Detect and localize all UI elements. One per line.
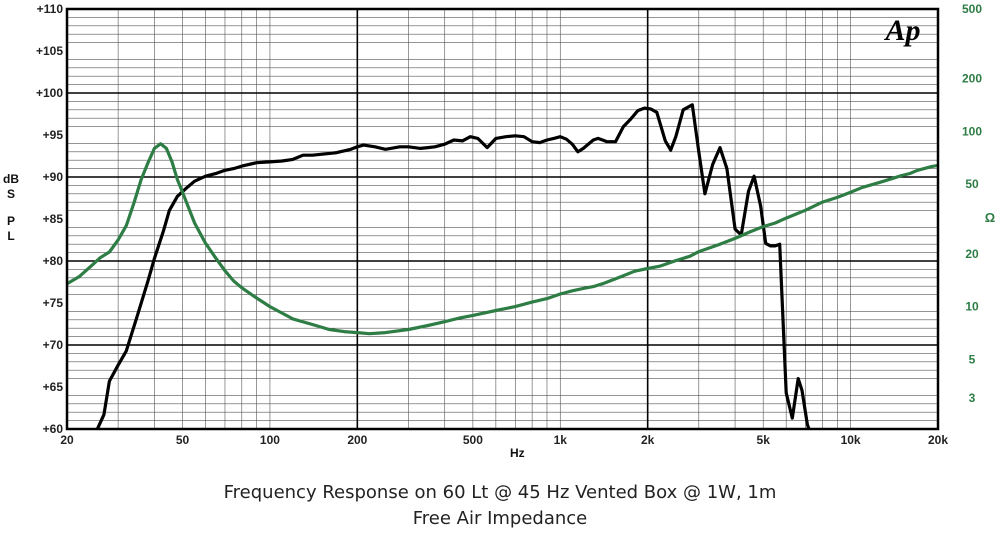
y-left-tick-label: +80 (43, 254, 64, 268)
y-left-tick-label: +95 (43, 128, 64, 142)
y-right-axis-label: Ω (985, 210, 995, 225)
chart-subtitle: Free Air Impedance (412, 508, 588, 529)
y-right-tick-label: 200 (962, 72, 982, 86)
tick-labels: +110 +105 +100 +95 +90 +85 +80 +75 +70 +65 +60 500 2… (36, 2, 982, 447)
y-left-tick-label: +75 (43, 296, 64, 310)
y-right-tick-label: 3 (969, 391, 976, 405)
x-tick-label: 200 (347, 433, 367, 447)
y-left-tick-label: +60 (43, 422, 64, 436)
plot-frame (65, 7, 940, 431)
x-tick-label: 20k (928, 433, 948, 447)
y-left-label-part: P (7, 214, 15, 228)
y-left-label-part: S (7, 187, 15, 201)
ap-logo: Ap (883, 14, 920, 47)
y-left-tick-label: +105 (36, 44, 63, 58)
x-tick-label: 10k (841, 433, 861, 447)
frequency-response-chart: +110 +105 +100 +95 +90 +85 +80 +75 +70 +65 +60 500 2… (3, 2, 995, 460)
y-right-tick-label: 10 (965, 300, 979, 314)
x-tick-label: 1k (554, 433, 568, 447)
y-left-tick-label: +110 (37, 2, 64, 16)
y-left-tick-label: +100 (36, 86, 63, 100)
y-right-tick-label: 5 (969, 352, 976, 366)
y-left-tick-label: +85 (43, 212, 64, 226)
x-tick-label: 50 (176, 433, 190, 447)
x-axis-label: Hz (510, 446, 525, 460)
y-left-tick-label: +65 (43, 380, 64, 394)
x-tick-label: 2k (641, 433, 655, 447)
x-tick-label: 5k (757, 433, 771, 447)
minor-grid (67, 9, 938, 429)
x-tick-label: 20 (60, 433, 74, 447)
x-tick-label: 100 (260, 433, 280, 447)
major-grid (67, 9, 938, 429)
y-right-tick-label: 50 (965, 177, 979, 191)
x-tick-label: 500 (463, 433, 483, 447)
y-left-label-part: dB (3, 172, 19, 186)
impedance-curve (67, 142, 938, 336)
y-right-tick-label: 20 (965, 247, 979, 261)
chart-title: Frequency Response on 60 Lt @ 45 Hz Vent… (223, 482, 777, 503)
y-right-tick-label: 100 (962, 124, 982, 138)
y-right-tick-label: 500 (962, 2, 982, 16)
y-left-tick-label: +70 (43, 338, 64, 352)
spl-curve (95, 103, 811, 429)
curves (67, 103, 938, 429)
y-left-label-part: L (7, 229, 14, 243)
y-left-tick-label: +90 (43, 170, 64, 184)
